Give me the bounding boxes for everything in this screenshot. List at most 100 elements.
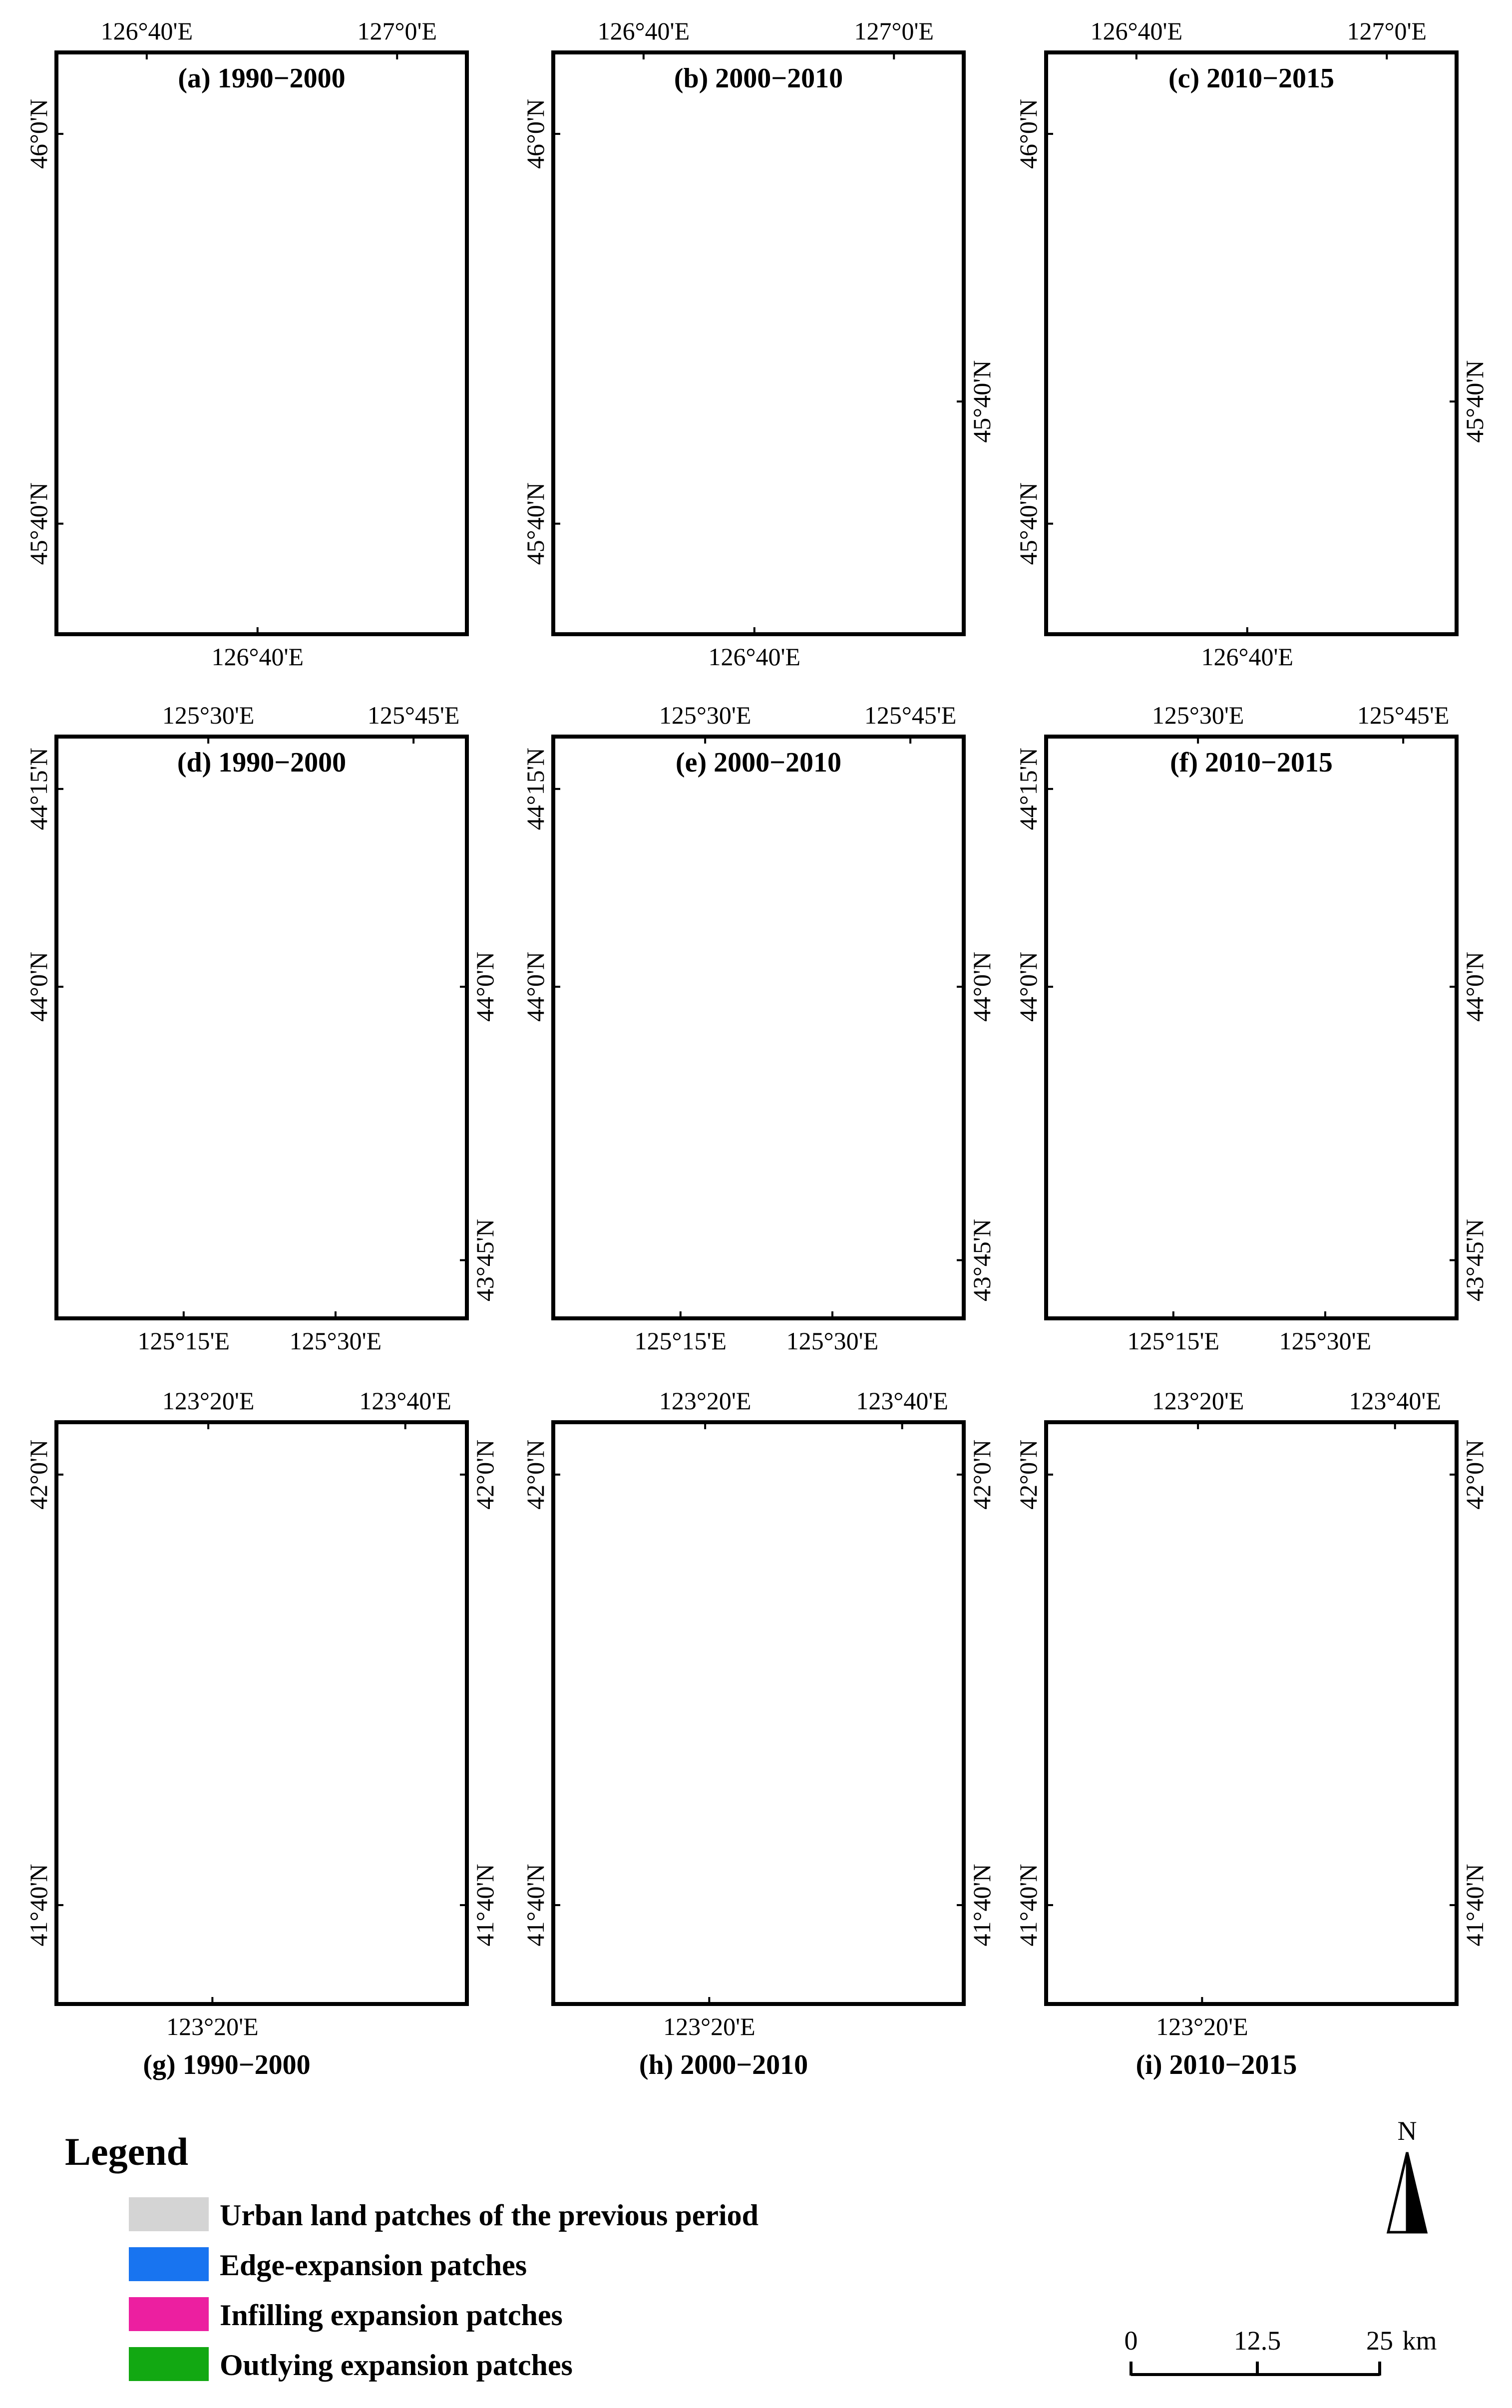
scale-bar-label: 0: [1125, 2326, 1138, 2356]
left-latitude-label: 45°40'N: [24, 482, 52, 565]
left-latitude-label: 41°40'N: [1014, 1864, 1042, 1946]
right-latitude-label: 44°0'N: [1461, 952, 1489, 1022]
map-frame: [1044, 50, 1459, 636]
scale-bar-label: 12.5: [1234, 2326, 1281, 2356]
top-longitude-label: 127°0'E: [357, 17, 437, 45]
top-longitude-label: 125°45'E: [1357, 701, 1450, 729]
top-longitude-label: 125°45'E: [864, 701, 957, 729]
left-latitude-label: 42°0'N: [521, 1440, 549, 1510]
legend-title: Legend: [65, 2130, 188, 2173]
map-panel: (f) 2010−2015 125°30'E 125°45'E 125°15'E 125…: [1014, 701, 1489, 1355]
right-latitude-label: 45°40'N: [968, 360, 996, 442]
map-panel: (e) 2000−2010 125°30'E 125°45'E 125°15'E 125…: [521, 701, 996, 1355]
panel-title: (b) 2000−2010: [674, 63, 843, 94]
left-latitude-label: 45°40'N: [521, 482, 549, 565]
left-latitude-label: 44°15'N: [521, 748, 549, 830]
left-latitude-label: 46°0'N: [1014, 99, 1042, 169]
map-panel: (c) 2010−2015 126°40'E 127°0'E 126°40'E 46°0…: [1014, 17, 1489, 671]
map-frame: [54, 50, 469, 636]
bottom-longitude-label: 125°30'E: [786, 1327, 879, 1355]
left-latitude-label: 42°0'N: [1014, 1440, 1042, 1510]
top-longitude-label: 126°40'E: [1091, 17, 1183, 45]
scale-bar-label: 25: [1366, 2326, 1393, 2356]
top-longitude-label: 125°30'E: [1152, 701, 1244, 729]
legend-label: Urban land patches of the previous perio…: [220, 2199, 758, 2232]
bottom-longitude-label: 126°40'E: [709, 643, 801, 671]
map-panel: (a) 1990−2000 126°40'E 127°0'E 126°40'E 46°0…: [24, 17, 469, 671]
map-frame: [54, 1420, 469, 2006]
panel-title: (g) 1990−2000: [143, 2049, 310, 2080]
legend-swatch-outlying: [129, 2347, 209, 2381]
map-frame: [54, 735, 469, 1320]
panel-title: (e) 2000−2010: [676, 747, 841, 778]
top-longitude-label: 123°20'E: [162, 1387, 255, 1415]
right-latitude-label: 44°0'N: [968, 952, 996, 1022]
map-panel: 123°20'E 123°40'E 123°20'E 42°0'N 41°40'N 42°…: [1014, 1387, 1489, 2080]
right-latitude-label: 42°0'N: [968, 1440, 996, 1510]
legend-label: Edge-expansion patches: [220, 2249, 527, 2282]
right-latitude-label: 43°45'N: [1461, 1219, 1489, 1301]
top-longitude-label: 123°40'E: [359, 1387, 451, 1415]
panel-title: (f) 2010−2015: [1170, 747, 1333, 778]
map-frame: [551, 1420, 966, 2006]
right-latitude-label: 44°0'N: [471, 952, 499, 1022]
top-longitude-label: 123°20'E: [1152, 1387, 1244, 1415]
north-arrow-icon: [1406, 2152, 1428, 2234]
left-latitude-label: 44°0'N: [24, 952, 52, 1022]
bottom-longitude-label: 125°30'E: [290, 1327, 382, 1355]
bottom-longitude-label: 125°15'E: [138, 1327, 230, 1355]
bottom-longitude-label: 125°15'E: [1128, 1327, 1220, 1355]
right-latitude-label: 42°0'N: [1461, 1440, 1489, 1510]
left-latitude-label: 41°40'N: [24, 1864, 52, 1946]
top-longitude-label: 123°40'E: [1349, 1387, 1441, 1415]
map-panel: (d) 1990−2000 125°30'E 125°45'E 125°15'E 125…: [24, 701, 499, 1355]
right-latitude-label: 42°0'N: [471, 1440, 499, 1510]
map-panel: 123°20'E 123°40'E 123°20'E 42°0'N 41°40'N 42°…: [24, 1387, 499, 2080]
panel-title: (i) 2010−2015: [1136, 2049, 1297, 2080]
left-latitude-label: 44°15'N: [1014, 748, 1042, 830]
top-longitude-label: 126°40'E: [101, 17, 193, 45]
map-frame: [551, 50, 966, 636]
right-latitude-label: 45°40'N: [1461, 360, 1489, 442]
left-latitude-label: 44°15'N: [24, 748, 52, 830]
north-arrow-icon: [1386, 2152, 1409, 2234]
map-frame: [1044, 735, 1459, 1320]
north-arrow: N: [1386, 2116, 1428, 2234]
left-latitude-label: 46°0'N: [24, 99, 52, 169]
left-latitude-label: 44°0'N: [1014, 952, 1042, 1022]
legend-swatch-urban: [129, 2197, 209, 2231]
legend-swatch-infill: [129, 2297, 209, 2331]
bottom-longitude-label: 125°30'E: [1279, 1327, 1372, 1355]
left-latitude-label: 46°0'N: [521, 99, 549, 169]
legend-swatch-edge: [129, 2247, 209, 2281]
panel-title: (h) 2000−2010: [639, 2049, 808, 2080]
panel-title: (d) 1990−2000: [177, 747, 346, 778]
map-panels: (a) 1990−2000 126°40'E 127°0'E 126°40'E 46°0…: [24, 17, 1489, 2080]
scale-bar-unit: km: [1402, 2326, 1437, 2356]
map-frame: [1044, 1420, 1459, 2006]
right-latitude-label: 41°40'N: [1461, 1864, 1489, 1946]
left-latitude-label: 41°40'N: [521, 1864, 549, 1946]
left-latitude-label: 45°40'N: [1014, 482, 1042, 565]
right-latitude-label: 41°40'N: [968, 1864, 996, 1946]
top-longitude-label: 126°40'E: [598, 17, 690, 45]
panel-title: (c) 2010−2015: [1168, 63, 1334, 94]
top-longitude-label: 125°30'E: [162, 701, 255, 729]
bottom-longitude-label: 123°20'E: [1156, 2012, 1248, 2040]
right-latitude-label: 43°45'N: [471, 1219, 499, 1301]
top-longitude-label: 125°45'E: [368, 701, 460, 729]
map-panel: 123°20'E 123°40'E 123°20'E 42°0'N 41°40'N 42°…: [521, 1387, 996, 2080]
right-latitude-label: 41°40'N: [471, 1864, 499, 1946]
bottom-longitude-label: 126°40'E: [212, 643, 304, 671]
top-longitude-label: 123°20'E: [659, 1387, 752, 1415]
scale-bar: 0 12.5 25 km: [1125, 2326, 1437, 2376]
left-latitude-label: 44°0'N: [521, 952, 549, 1022]
map-frame: [551, 735, 966, 1320]
map-panel: (b) 2000−2010 126°40'E 127°0'E 126°40'E 46°0…: [521, 17, 996, 671]
top-longitude-label: 123°40'E: [856, 1387, 948, 1415]
right-latitude-label: 43°45'N: [968, 1219, 996, 1301]
bottom-longitude-label: 123°20'E: [663, 2012, 756, 2040]
top-longitude-label: 125°30'E: [659, 701, 752, 729]
north-label: N: [1398, 2116, 1417, 2146]
